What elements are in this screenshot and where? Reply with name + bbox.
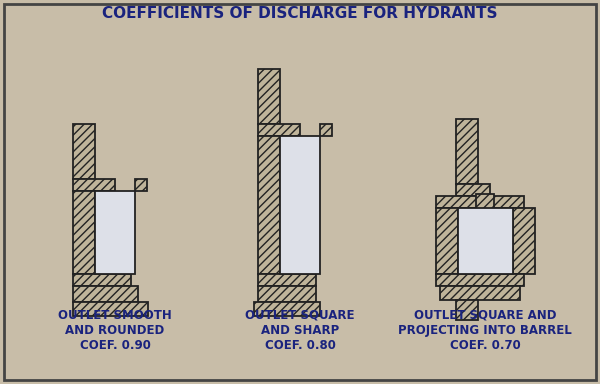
Bar: [73, 124, 95, 179]
Bar: [436, 196, 523, 208]
Bar: [455, 119, 478, 184]
Bar: [73, 286, 138, 302]
Bar: [258, 124, 300, 136]
Bar: [95, 191, 135, 274]
Bar: [439, 286, 520, 300]
Bar: [73, 274, 131, 286]
Bar: [436, 208, 458, 274]
Bar: [280, 136, 320, 274]
Bar: [73, 191, 95, 274]
Text: OUTLET SQUARE
AND SHARP
COEF. 0.80: OUTLET SQUARE AND SHARP COEF. 0.80: [245, 309, 355, 352]
Text: OUTLET SMOOTH
AND ROUNDED
COEF. 0.90: OUTLET SMOOTH AND ROUNDED COEF. 0.90: [58, 309, 172, 352]
Bar: [254, 302, 320, 316]
Bar: [73, 302, 148, 316]
Bar: [258, 286, 316, 302]
Bar: [455, 184, 490, 196]
Bar: [73, 179, 115, 191]
Bar: [436, 274, 523, 286]
Bar: [458, 208, 512, 274]
Bar: [320, 124, 332, 136]
Bar: [455, 300, 478, 320]
Bar: [258, 136, 280, 274]
Bar: [258, 69, 280, 124]
Bar: [135, 179, 147, 191]
Text: OUTLET SQUARE AND
PROJECTING INTO BARREL
COEF. 0.70: OUTLET SQUARE AND PROJECTING INTO BARREL…: [398, 309, 572, 352]
Bar: [512, 208, 535, 274]
Bar: [258, 274, 316, 286]
Bar: [476, 194, 494, 229]
Text: COEFFICIENTS OF DISCHARGE FOR HYDRANTS: COEFFICIENTS OF DISCHARGE FOR HYDRANTS: [102, 7, 498, 22]
